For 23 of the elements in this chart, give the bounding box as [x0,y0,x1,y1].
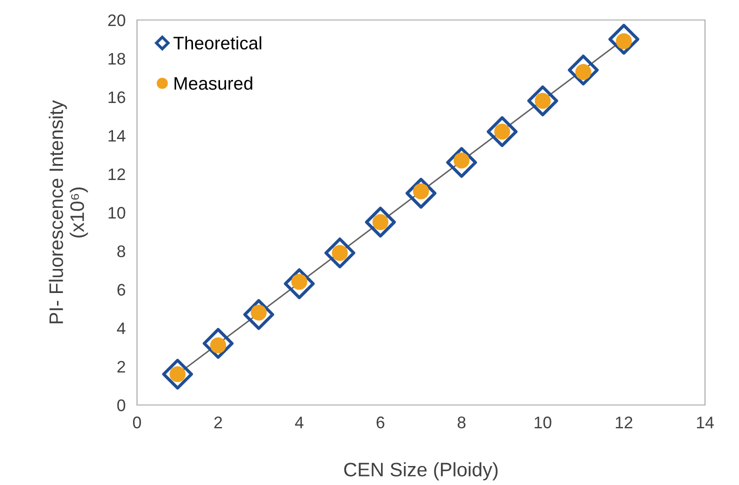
y-tick-label: 6 [117,284,126,296]
x-tick-label: 0 [133,416,141,428]
x-axis-title: CEN Size (Ploidy) [344,462,498,480]
y-tick-label: 14 [108,130,126,142]
x-tick-label: 14 [697,416,714,428]
x-tick-label: 2 [214,416,222,428]
x-tick-label: 12 [616,416,632,428]
x-tick-label: 8 [458,416,466,428]
x-tick-label: 4 [295,416,304,428]
y-tick-label: 20 [108,14,126,26]
legend-label: Theoretical [174,36,262,50]
legend-label: Measured [174,76,252,90]
y-tick-label: 12 [108,168,126,180]
y-tick-label: 18 [108,52,126,65]
y-tick-label: 4 [117,322,126,334]
y-tick-label: 0 [117,399,126,412]
y-tick-label: 16 [108,91,126,104]
x-tick-label: 10 [534,416,552,428]
y-axis-title: PI- Fluorescence Intensity (x10⁶) [48,100,88,324]
y-tick-label: 8 [117,245,126,258]
y-tick-label: 2 [117,360,126,373]
y-tick-label: 10 [108,206,126,219]
x-tick-label: 6 [376,416,384,428]
